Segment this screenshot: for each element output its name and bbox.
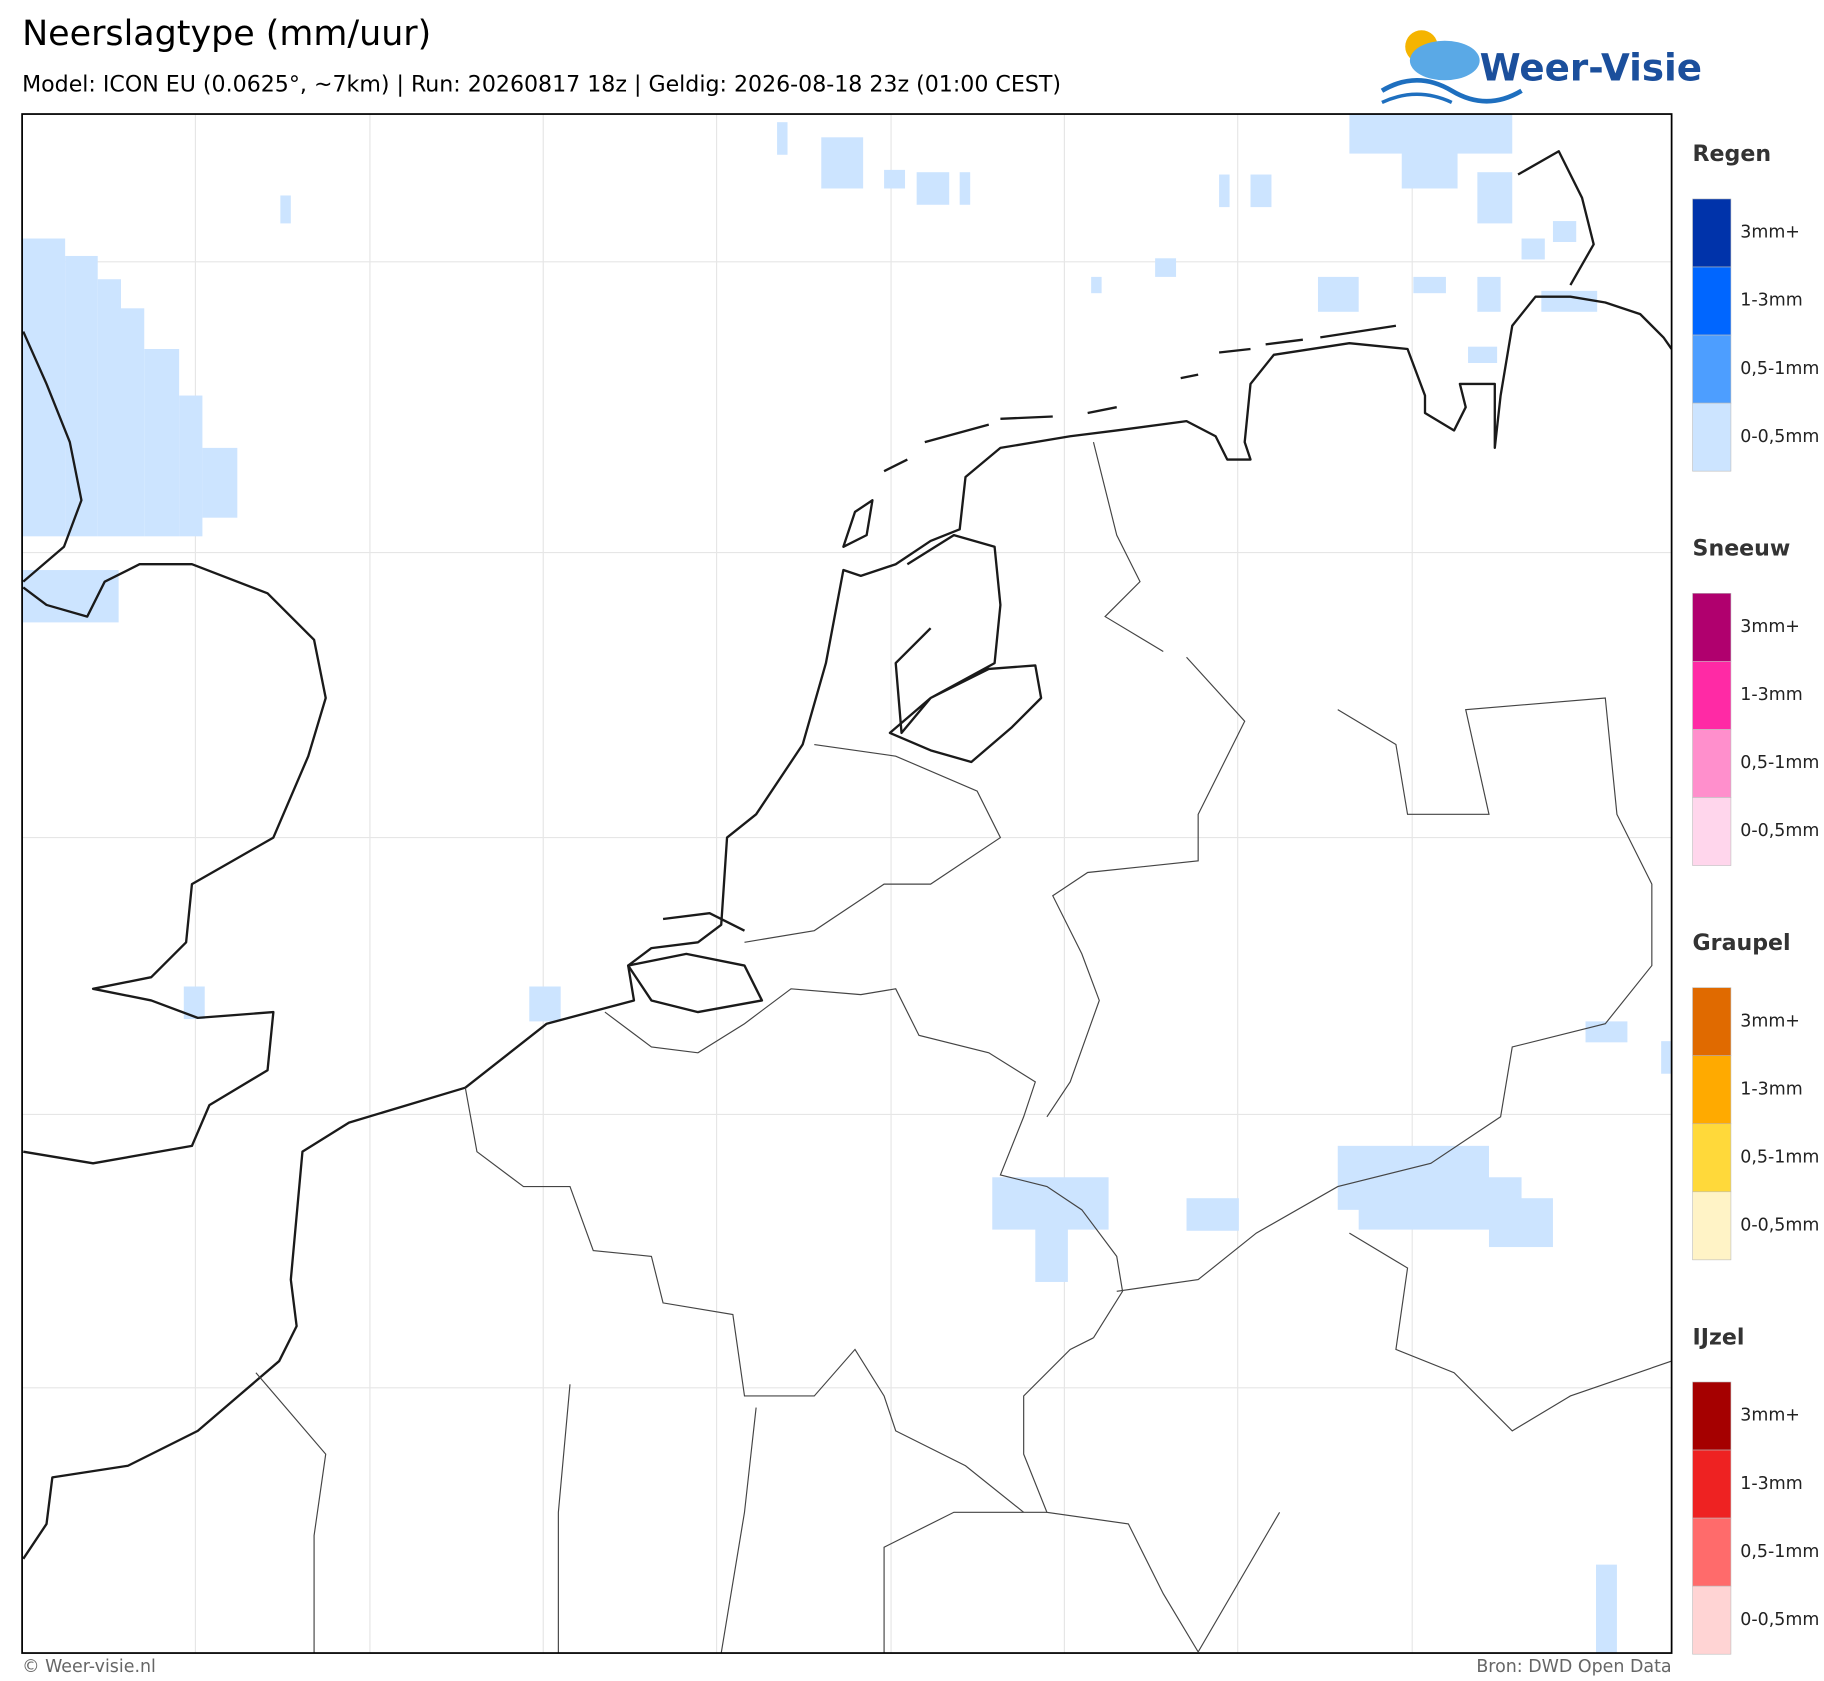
legend-swatch	[1692, 198, 1732, 268]
precipitation	[22, 114, 1672, 1654]
subtitle: Model: ICON EU (0.0625°, ~7km) | Run: 20…	[22, 71, 1061, 97]
footer-left: © Weer-visie.nl	[22, 1657, 156, 1677]
legend-label: 0-0,5mm	[1740, 821, 1819, 841]
legend-label: 1-3mm	[1740, 1474, 1802, 1494]
footer-right: Bron: DWD Open Data	[1476, 1657, 1671, 1677]
legend-swatch	[1692, 661, 1732, 730]
legend-label: 0-0,5mm	[1740, 1216, 1819, 1236]
legend-swatch	[1692, 1585, 1732, 1655]
logo: Weer-Visie	[1380, 30, 1702, 104]
legend-swatch	[1692, 1055, 1732, 1125]
title: Neerslagtype (mm/uur)	[22, 14, 431, 54]
legend: Regen 3mm+ 1-3mm 0,5-1mm 0-0,5mm Sneeuw 3mm+ 1-…	[1692, 141, 1819, 1655]
legend-swatch	[1692, 797, 1732, 866]
legend-swatch	[1692, 1123, 1732, 1193]
legend-label: 0,5-1mm	[1740, 359, 1819, 379]
legend-label: 1-3mm	[1740, 1079, 1802, 1099]
legend-swatch	[1692, 729, 1732, 798]
legend-label: 1-3mm	[1740, 291, 1802, 311]
legend-title: Sneeuw	[1693, 536, 1791, 562]
legend-label: 0,5-1mm	[1740, 753, 1819, 773]
legend-swatch	[1692, 1381, 1732, 1451]
legend-swatch	[1692, 987, 1732, 1056]
legend-label: 0-0,5mm	[1740, 1610, 1819, 1630]
legend-label: 0-0,5mm	[1740, 427, 1819, 447]
legend-swatch	[1692, 1191, 1732, 1261]
legend-label: 0,5-1mm	[1740, 1147, 1819, 1167]
legend-swatch	[1692, 266, 1732, 336]
legend-label: 3mm+	[1740, 1011, 1800, 1031]
coastlines	[22, 150, 1672, 1560]
legend-label: 1-3mm	[1740, 685, 1802, 705]
map	[22, 114, 1672, 1654]
legend-swatch	[1692, 593, 1732, 662]
legend-swatch	[1692, 1449, 1732, 1519]
map-frame	[21, 113, 1673, 1654]
legend-label: 3mm+	[1740, 1406, 1800, 1426]
legend-label: 0,5-1mm	[1740, 1542, 1819, 1562]
legend-label: 3mm+	[1740, 223, 1800, 243]
legend-label: 3mm+	[1740, 617, 1800, 637]
legend-swatch	[1692, 334, 1732, 404]
legend-title: Regen	[1693, 141, 1772, 167]
graticule	[22, 114, 1672, 1654]
legend-swatch	[1692, 1517, 1732, 1587]
borders	[255, 441, 1672, 1654]
legend-swatch	[1692, 402, 1732, 472]
logo-text: Weer-Visie	[1480, 45, 1702, 89]
legend-title: Graupel	[1693, 930, 1791, 956]
legend-title: IJzel	[1693, 1324, 1745, 1350]
